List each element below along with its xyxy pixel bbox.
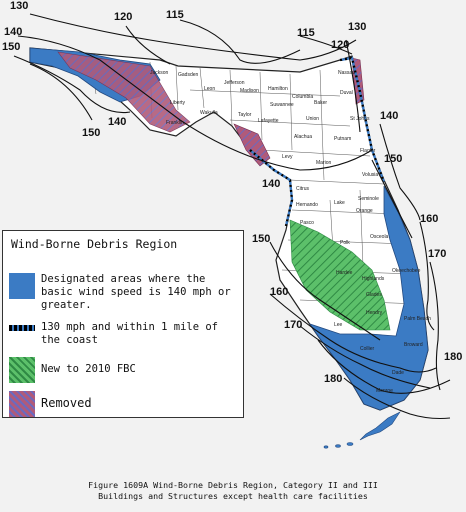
county-label: Marion	[316, 160, 332, 166]
county-label: Okeechobee	[392, 268, 421, 274]
county-label: Lake	[334, 200, 345, 206]
county-label: Jackson	[150, 70, 169, 76]
county-label: Gadsden	[178, 72, 199, 78]
legend-swatch-green	[9, 357, 35, 383]
county-label: Lafayette	[258, 118, 279, 124]
county-label: Hendry	[366, 310, 383, 316]
new-2010-area	[289, 219, 391, 331]
county-label: Alachua	[294, 134, 313, 140]
county-label: Duval	[340, 90, 353, 96]
legend-item-removed: Removed	[9, 391, 92, 417]
wind-contours	[13, 13, 451, 420]
county-label: Suwannee	[270, 102, 294, 108]
contour-label: 170	[284, 319, 303, 331]
contour-label: 150	[2, 41, 21, 53]
legend: Wind-Borne Debris Region Designated area…	[2, 230, 244, 418]
county-label: Dade	[392, 370, 404, 376]
county-label: Monroe	[376, 388, 393, 394]
contour-label: 140	[262, 178, 281, 190]
county-label: Palm Beach	[404, 316, 431, 322]
contour-label: 120	[114, 11, 133, 23]
contour-label: 180	[444, 351, 463, 363]
contour-label: 120	[331, 39, 350, 51]
legend-label: Designated areas where the basic wind sp…	[41, 273, 231, 311]
county-label: Citrus	[296, 186, 310, 192]
legend-item-designated: Designated areas where the basic wind sp…	[9, 273, 237, 312]
county-label: Leon	[204, 86, 216, 92]
figure-caption: Figure 1609A Wind-Borne Debris Region, C…	[0, 480, 466, 502]
legend-swatch-blue	[9, 273, 35, 299]
contour-label: 180	[324, 373, 343, 385]
contour-label: 150	[82, 127, 101, 139]
county-label: Highlands	[362, 276, 385, 282]
county-label: Broward	[404, 342, 423, 348]
county-label: Nassau	[338, 70, 355, 76]
county-label: Franklin	[166, 120, 184, 126]
county-label: Polk	[340, 240, 350, 246]
legend-label: New to 2010 FBC	[41, 363, 136, 375]
county-label: Volusia	[362, 172, 379, 178]
county-label: Wakulla	[200, 110, 218, 116]
contour-label: 150	[384, 153, 403, 165]
legend-swatch-dashed	[9, 325, 35, 331]
caption-line-1: Figure 1609A Wind-Borne Debris Region, C…	[88, 480, 378, 490]
contour-label: 115	[297, 27, 315, 39]
removed-area-panhandle	[57, 51, 191, 133]
contour-label: 160	[270, 286, 289, 298]
county-label: Baker	[314, 100, 328, 106]
contour-label: 160	[420, 213, 439, 225]
designated-area-peninsula	[309, 185, 429, 411]
county-label: Orange	[356, 208, 373, 214]
county-label: Hamilton	[268, 86, 288, 92]
legend-item-new: New to 2010 FBC	[9, 357, 136, 383]
legend-swatch-removed	[9, 391, 35, 417]
contour-label: 130	[10, 0, 29, 12]
caption-line-2: Buildings and Structures except health c…	[98, 491, 368, 501]
county-label: Hernando	[296, 202, 318, 208]
county-label: Columbia	[292, 94, 314, 100]
county-label: Osceola	[370, 234, 389, 240]
county-label: Levy	[282, 154, 293, 160]
county-label: Union	[306, 116, 320, 122]
legend-label: 130 mph and within 1 mile of the coast	[41, 321, 219, 346]
county-label: Glades	[366, 292, 382, 298]
county-label: Jefferson	[224, 80, 245, 86]
county-label: Flagler	[360, 148, 376, 154]
contour-label: 140	[380, 110, 399, 122]
county-label: Putnam	[334, 136, 352, 142]
county-label: Lee	[334, 322, 343, 328]
county-label: Pasco	[300, 220, 314, 226]
county-label: Taylor	[238, 112, 252, 118]
contour-label: 140	[108, 116, 127, 128]
county-boundaries	[89, 57, 425, 305]
county-label: Hardee	[336, 270, 353, 276]
florida-keys	[323, 411, 401, 449]
county-label: Liberty	[170, 100, 186, 106]
contour-label: 150	[252, 233, 271, 245]
legend-title: Wind-Borne Debris Region	[11, 237, 178, 251]
legend-label: Removed	[41, 396, 92, 410]
contour-label: 140	[4, 26, 23, 38]
county-label: St Johns	[350, 116, 370, 122]
county-label: Collier	[360, 346, 375, 352]
contour-label: 115	[166, 9, 184, 21]
legend-item-coastal: 130 mph and within 1 mile of the coast	[9, 321, 241, 347]
contour-label: 130	[348, 21, 367, 33]
county-label: Madison	[240, 88, 259, 94]
contour-label: 170	[428, 248, 447, 260]
county-label: Seminole	[358, 196, 379, 202]
